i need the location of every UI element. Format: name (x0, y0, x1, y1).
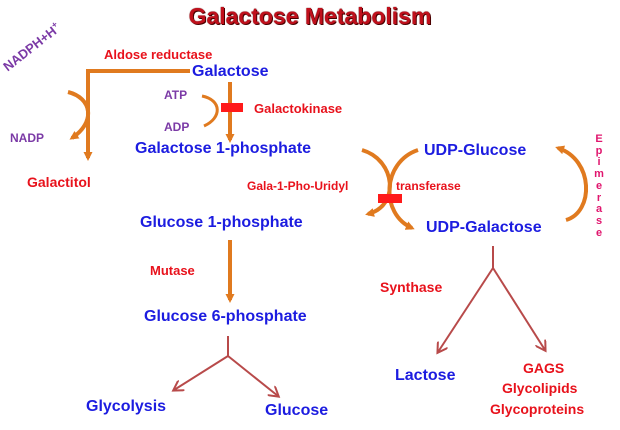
udp-galactose-label: UDP-Galactose (426, 219, 542, 236)
gags-label: GAGS (523, 360, 565, 376)
glucose-label: Glucose (265, 402, 329, 419)
synthase-label: Synthase (380, 279, 443, 295)
galactose-label: Galactose (192, 63, 269, 80)
arrow-epimerase (555, 145, 589, 222)
gala-1-pho-uridyl-label: Gala-1-Pho-Uridyl (247, 179, 349, 193)
galactose-1-phosphate-label: Galactose 1-phosphate (135, 140, 312, 157)
galactitol-label: Galactitol (27, 174, 91, 190)
glycoproteins-label: Glycoproteins (490, 401, 585, 417)
galactokinase-label: Galactokinase (254, 101, 343, 116)
arrow-to-gags (492, 267, 545, 350)
mutase-label: Mutase (150, 263, 195, 278)
atp-label: ATP (164, 88, 188, 102)
galactokinase-block (221, 103, 243, 112)
glucose-6-phosphate-label: Glucose 6-phosphate (144, 308, 307, 325)
arrow-to-glycolysis (174, 355, 229, 390)
arrow-gal1p-to-udpgalactose (387, 148, 419, 230)
glucose-1-phosphate-label: Glucose 1-phosphate (140, 214, 303, 231)
glycolysis-label: Glycolysis (86, 398, 167, 415)
arrow-udpglucose-to-glucose1p (361, 148, 392, 217)
glycolipids-label: Glycolipids (502, 380, 578, 396)
arrow-to-lactose (438, 267, 494, 352)
arrow-to-glucose (227, 355, 278, 396)
udp-glucose-label: UDP-Glucose (424, 142, 527, 159)
adp-label: ADP (164, 120, 190, 134)
aldose-reductase-label: Aldose reductase (104, 47, 213, 62)
transferase-label: transferase (396, 179, 461, 193)
arrow-nadph-to-nadp (67, 90, 91, 140)
arrow-galactose-to-galactitol (83, 69, 190, 161)
nadp-label: NADP (10, 131, 45, 145)
arrow-atp-to-adp (201, 94, 219, 128)
diagram-title: Galactose Metabolism (188, 3, 432, 29)
lactose-label: Lactose (395, 367, 456, 384)
transferase-block (378, 194, 402, 203)
